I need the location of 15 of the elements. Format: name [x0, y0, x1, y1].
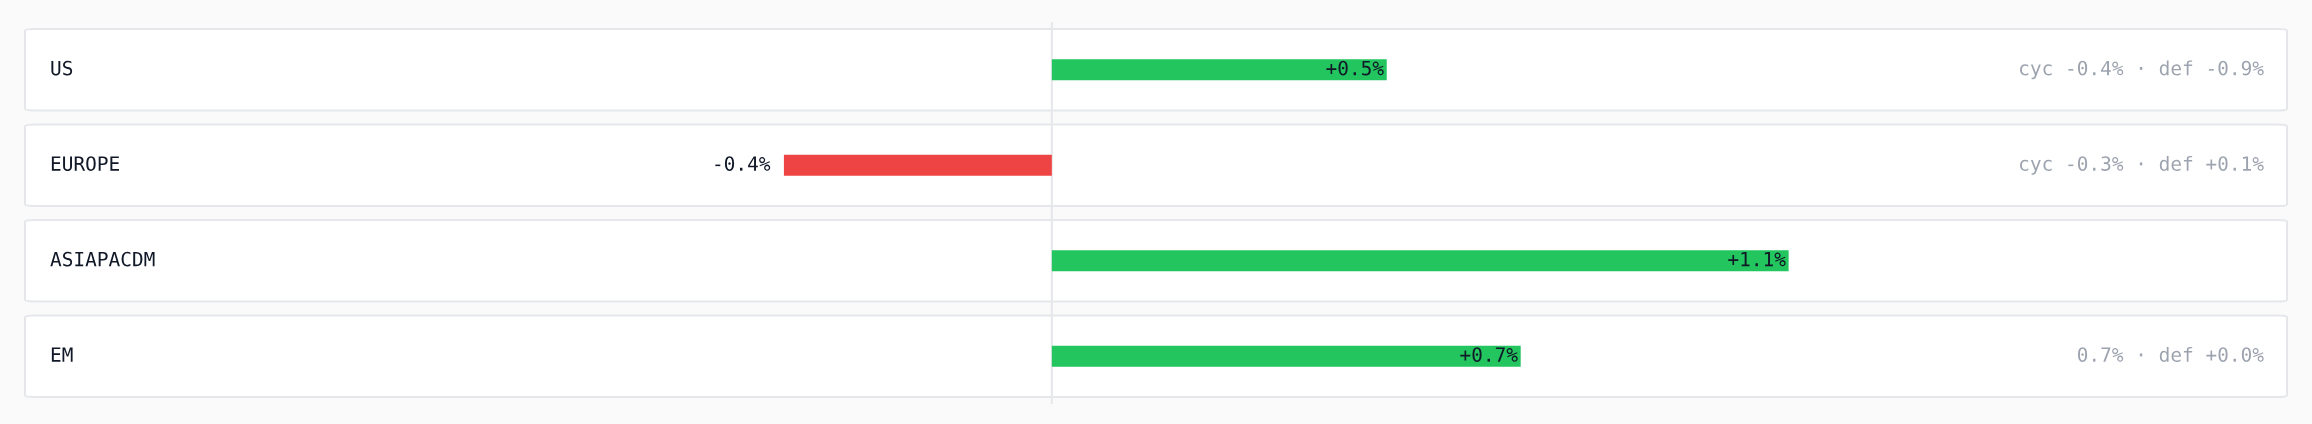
- data-label: +0.7%: [1460, 347, 1518, 362]
- data-label: -0.4%: [715, 156, 771, 171]
- bar: [1051, 345, 1521, 367]
- bar: [1051, 59, 1387, 81]
- y-tick-label: EUROPE: [51, 156, 119, 171]
- y-tick-label: ASIAPACDM: [50, 251, 155, 267]
- y-tick-label: EM: [51, 347, 73, 362]
- text: cyc -0.3% · def +0.1%: [2020, 155, 2264, 175]
- data-label: +0.5%: [1326, 60, 1384, 76]
- text: 0.7% · def +0.0%: [2077, 346, 2264, 362]
- data-label: +1.1%: [1728, 251, 1786, 267]
- bar: [783, 154, 1052, 176]
- text: cyc -0.4% · def -0.9%: [2020, 60, 2264, 80]
- y-tick-label: US: [51, 60, 73, 76]
- bar: [1051, 250, 1789, 272]
